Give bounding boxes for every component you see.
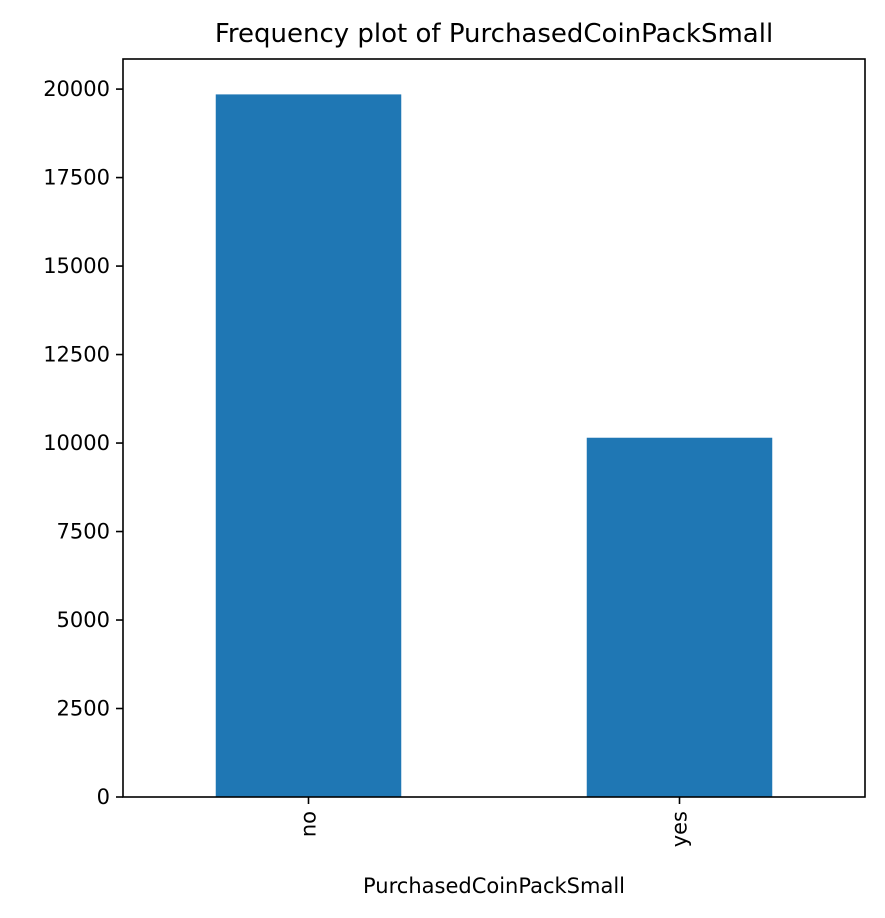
y-tick-label: 7500 [57,520,110,544]
x-axis: no yes [297,797,692,847]
x-axis-label: PurchasedCoinPackSmall [363,874,625,898]
bars-layer [215,94,773,797]
plot-frame [122,58,866,798]
y-tick-label: 5000 [57,608,110,632]
y-tick-label: 10000 [43,431,110,455]
x-tick-label-yes: yes [668,811,692,847]
y-tick-label: 12500 [43,343,110,367]
y-tick-label: 17500 [43,166,110,190]
chart-title: Frequency plot of PurchasedCoinPackSmall [215,19,773,49]
y-tick-label: 2500 [57,697,110,721]
x-tick-label-no: no [297,811,321,837]
bar-no [215,94,402,797]
bar-yes [586,437,773,797]
y-tick-label: 15000 [43,254,110,278]
y-tick-label: 20000 [43,77,110,101]
y-axis: 0 2500 5000 7500 10000 12500 15000 17500 20000 [43,77,123,809]
y-tick-label: 0 [97,785,110,809]
